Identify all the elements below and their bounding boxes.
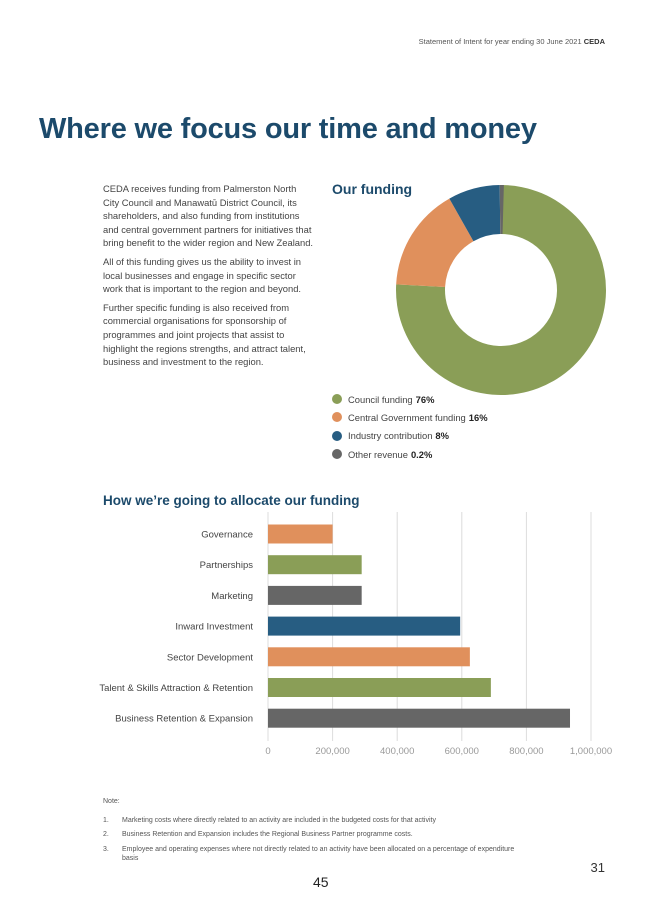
bar	[268, 555, 362, 575]
x-tick-label: 800,000	[509, 746, 543, 757]
category-label: Partnerships	[200, 560, 254, 571]
legend-swatch-central-government	[332, 412, 342, 423]
legend-value-council: 76%	[415, 393, 435, 405]
page-title: Where we focus our time and money	[39, 113, 537, 145]
bar	[268, 524, 333, 544]
running-header: Statement of Intent for year ending 30 J…	[419, 37, 605, 46]
legend-value-industry: 8%	[435, 430, 449, 442]
legend-label-industry: Industry contribution	[348, 430, 433, 442]
note-text: Marketing costs where directly related t…	[122, 816, 436, 824]
x-tick-label: 200,000	[315, 746, 349, 757]
donut-slice-council	[396, 185, 606, 395]
category-label: Inward Investment	[175, 622, 253, 633]
legend-item-council: Council funding 76%	[332, 390, 488, 408]
bar	[268, 708, 571, 728]
notes-section: Note: 1. Marketing costs where directly …	[103, 797, 523, 869]
bar	[268, 585, 362, 605]
x-tick-label: 400,000	[380, 746, 414, 757]
header-text: Statement of Intent for year ending 30 J…	[418, 37, 582, 46]
x-tick-label: 1,000,000	[570, 746, 612, 757]
category-label: Business Retention & Expansion	[115, 714, 253, 725]
allocation-chart-title: How we’re going to allocate our funding	[103, 493, 360, 508]
donut-slice-other	[499, 185, 504, 235]
legend-swatch-council	[332, 394, 342, 405]
legend-item-industry: Industry contribution 8%	[332, 427, 488, 445]
category-label: Governance	[201, 530, 253, 541]
note-number: 2.	[103, 831, 109, 838]
note-item: 1. Marketing costs where directly relate…	[103, 816, 523, 826]
funding-chart-title: Our funding	[332, 181, 413, 197]
bar	[268, 616, 461, 636]
legend-value-central-government: 16%	[468, 411, 488, 423]
funding-legend: Council funding 76% Central Government f…	[332, 390, 488, 463]
note-number: 3.	[103, 845, 109, 853]
x-tick-label: 600,000	[445, 746, 479, 757]
document-page-number: 31	[590, 860, 605, 875]
note-number: 1.	[103, 816, 109, 824]
legend-value-other: 0.2%	[410, 448, 433, 460]
funding-donut-chart	[396, 185, 606, 395]
category-label: Talent & Skills Attraction & Retention	[99, 683, 253, 694]
donut-slice-industry	[449, 185, 501, 242]
bar	[268, 678, 491, 697]
intro-paragraph-2: All of this funding gives us the ability…	[103, 255, 302, 295]
intro-paragraph-1: CEDA receives funding from Palmerston No…	[103, 183, 314, 249]
bar	[268, 647, 470, 667]
note-text: Business Retention and Expansion include…	[122, 831, 413, 838]
legend-label-central-government: Central Government funding	[348, 411, 466, 423]
notes-heading: Note:	[103, 798, 120, 805]
note-text: Employee and operating expenses where no…	[122, 845, 515, 863]
intro-paragraph-3: Further specific funding is also receive…	[103, 301, 306, 368]
x-tick-label: 0	[265, 746, 270, 757]
donut-slice-central-government	[396, 198, 474, 288]
legend-item-central-government: Central Government funding 16%	[332, 408, 488, 426]
pdf-page-number: 45	[313, 874, 329, 890]
allocation-bar-chart: 0 200,000 400,000 600,000 800,000 1,000,000 Go…	[99, 512, 612, 757]
legend-label-council: Council funding	[348, 393, 413, 405]
legend-swatch-industry	[332, 430, 342, 441]
header-org: CEDA	[583, 37, 605, 46]
category-label: Marketing	[211, 591, 253, 602]
intro-text: CEDA receives funding from Palmerston No…	[103, 182, 315, 374]
legend-label-other: Other revenue	[348, 448, 408, 460]
note-item: 3. Employee and operating expenses where…	[103, 845, 523, 864]
category-label: Sector Development	[167, 652, 253, 663]
legend-item-other: Other revenue 0.2%	[332, 445, 488, 463]
legend-swatch-other	[332, 449, 342, 460]
note-item: 2. Business Retention and Expansion incl…	[103, 830, 523, 840]
